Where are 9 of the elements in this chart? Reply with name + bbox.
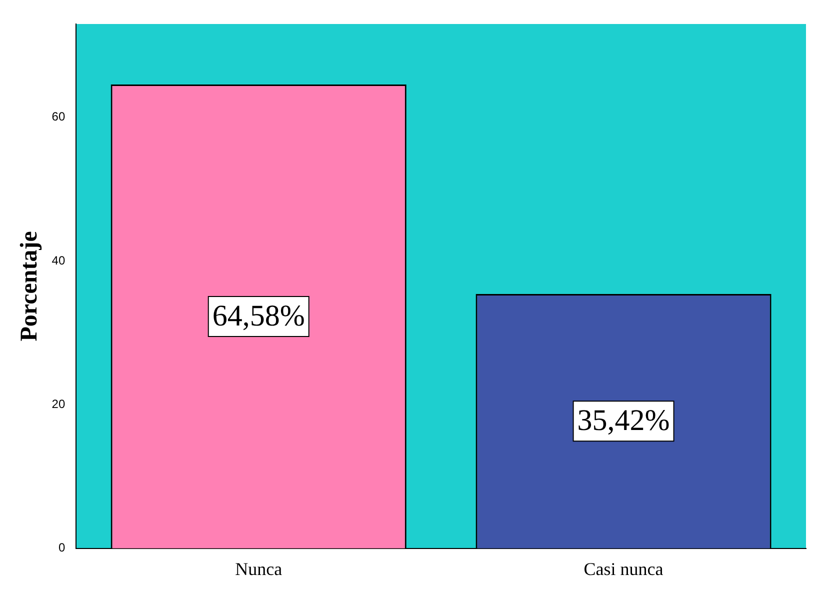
data-label: 35,42% [577, 404, 670, 438]
x-tick-label: Casi nunca [584, 558, 664, 579]
y-tick-label: 0 [58, 540, 66, 555]
y-tick-label: 40 [52, 253, 66, 268]
y-tick-label: 60 [52, 110, 66, 124]
x-tick-label: Nunca [235, 558, 282, 579]
y-axis-title: Porcentaje [16, 230, 43, 342]
y-tick-label: 20 [52, 397, 66, 412]
data-label: 64,58% [212, 299, 305, 332]
